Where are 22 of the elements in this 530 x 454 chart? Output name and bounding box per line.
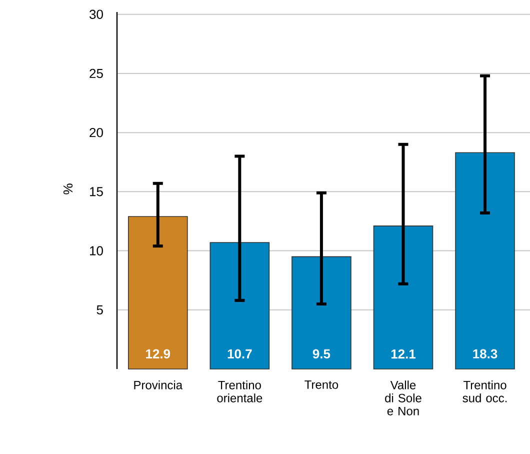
y-tick-label: 20	[90, 128, 103, 138]
y-axis-title: %	[63, 184, 73, 194]
bar	[292, 256, 352, 370]
x-tick-label: Valle di Sole e Non	[385, 380, 422, 416]
x-tick-label: Provincia	[134, 380, 183, 390]
y-tick-label: 30	[90, 10, 103, 19]
x-tick-label: Trento	[304, 380, 338, 389]
data-label: 18.3	[473, 349, 498, 358]
bar	[128, 216, 188, 370]
bar	[455, 152, 515, 370]
y-tick-label: 25	[90, 68, 103, 78]
y-tick-label: 15	[90, 187, 103, 196]
x-tick-label: Trentino sud occ.	[462, 380, 507, 402]
data-label: 9.5	[312, 349, 330, 358]
y-tick-label: 10	[90, 246, 103, 256]
y-tick-label: 5	[96, 305, 103, 314]
bar	[373, 226, 434, 370]
data-label: 10.7	[228, 349, 252, 358]
bar	[210, 242, 270, 370]
data-label: 12.1	[391, 349, 416, 358]
x-tick-label: Trentino orientale	[217, 380, 262, 402]
data-label: 12.9	[146, 349, 170, 358]
